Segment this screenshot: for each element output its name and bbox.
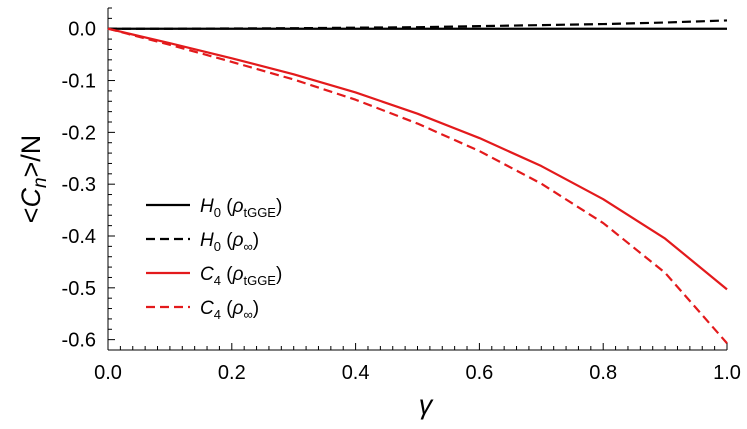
legend-symbol: C xyxy=(200,298,214,319)
axis-titles: γ<Cn>/N xyxy=(16,135,434,420)
x-tick-label: 0.2 xyxy=(218,362,246,384)
legend-rho-subscript: tGGE xyxy=(243,273,276,288)
legend-symbol: H xyxy=(200,230,214,251)
legend-subscript: 4 xyxy=(214,273,221,288)
series-line-4 xyxy=(107,27,728,344)
y-tick-label: -0.3 xyxy=(62,174,96,196)
y-tick-label: -0.6 xyxy=(62,330,96,352)
y-tick-label: -0.2 xyxy=(62,122,96,144)
y-tick-label: -0.4 xyxy=(62,226,96,248)
y-axis-title-subscript: n xyxy=(30,177,51,188)
legend-symbol: C xyxy=(200,264,214,285)
legend-rho-subscript: ∞ xyxy=(243,239,252,254)
plot-axes: 0.0 0.2 0.4 0.6 0.8 1.0 0.0 -0.1 -0.2 -0.3 -0.4 -0.… xyxy=(62,7,741,384)
legend-label-4: C4 (ρ∞) xyxy=(200,298,259,322)
y-axis-title-symbol: C xyxy=(16,188,46,208)
legend-subscript: 0 xyxy=(214,205,221,220)
legend-rho-subscript: ∞ xyxy=(243,307,252,322)
y-axis-title: <Cn>/N xyxy=(16,135,51,224)
legend-rho-subscript: tGGE xyxy=(243,205,276,220)
series-line-2 xyxy=(108,19,728,30)
series-line-3 xyxy=(107,27,728,291)
y-axis-title-right: >/N xyxy=(16,135,46,178)
legend-label-3: C4 (ρtGGE) xyxy=(200,264,282,288)
x-tick-label: 0.4 xyxy=(342,362,370,384)
legend-symbol: H xyxy=(200,196,214,217)
y-tick-label: 0.0 xyxy=(68,19,96,41)
legend-label-2: H0 (ρ∞) xyxy=(200,230,259,254)
legend-label-1: H0 (ρtGGE) xyxy=(200,196,282,220)
legend: H0 (ρtGGE) H0 (ρ∞) C4 (ρtGGE) C4 (ρ∞) xyxy=(146,196,282,322)
x-tick-label: 1.0 xyxy=(713,362,741,384)
x-axis-title: γ xyxy=(419,390,434,420)
x-tick-label: 0.6 xyxy=(465,362,493,384)
x-tick-label: 0.0 xyxy=(94,362,122,384)
series-layer xyxy=(107,19,728,344)
y-axis-title-left: < xyxy=(16,208,46,224)
x-tick-label: 0.8 xyxy=(589,362,617,384)
legend-subscript: 0 xyxy=(214,239,221,254)
y-tick-label: -0.5 xyxy=(62,278,96,300)
legend-subscript: 4 xyxy=(214,307,221,322)
y-tick-label: -0.1 xyxy=(62,71,96,93)
